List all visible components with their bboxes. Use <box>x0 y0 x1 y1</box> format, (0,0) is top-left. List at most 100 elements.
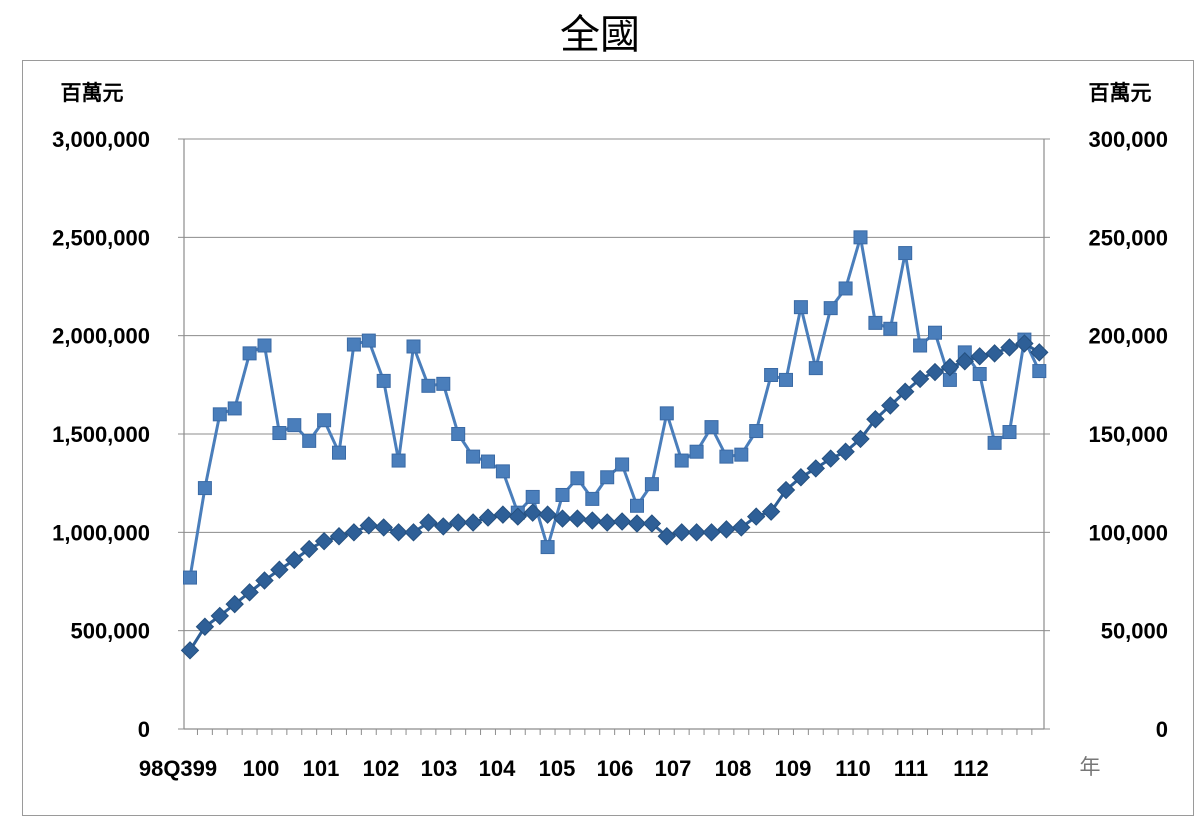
data-point-diamond <box>448 513 468 532</box>
data-point-square <box>704 420 719 435</box>
data-point-square <box>361 333 376 348</box>
data-point-diamond <box>955 352 975 371</box>
data-point-square <box>600 470 615 485</box>
data-point-diamond <box>523 503 542 522</box>
x-tick-label: 98Q399 <box>139 756 217 781</box>
x-tick-label: 109 <box>775 756 812 781</box>
left-axis-unit: 百萬元 <box>61 81 124 105</box>
data-point-square <box>555 487 570 502</box>
data-point-square <box>242 346 257 361</box>
data-point-diamond <box>642 514 662 533</box>
x-tick-label: 103 <box>421 756 458 781</box>
data-point-diamond <box>180 641 200 660</box>
x-tick-label: 111 <box>894 756 928 781</box>
data-point-diamond <box>806 459 826 478</box>
data-point-square <box>838 281 853 296</box>
data-point-square <box>585 491 600 506</box>
x-tick-label: 102 <box>363 756 400 781</box>
data-point-square <box>466 449 481 464</box>
right-y-tick-label: 100,000 <box>1088 520 1168 545</box>
data-point-diamond <box>419 513 438 532</box>
right-y-tick-label: 50,000 <box>1101 619 1168 644</box>
data-point-square <box>689 444 704 459</box>
data-point-diamond <box>791 468 811 487</box>
data-point-square <box>987 435 1002 450</box>
x-tick-label: 104 <box>479 756 516 781</box>
data-point-diamond <box>314 531 334 551</box>
data-point-square <box>227 401 242 416</box>
data-point-diamond <box>717 520 736 539</box>
data-point-square <box>391 453 406 468</box>
data-point-diamond <box>344 523 364 542</box>
gridlines <box>184 138 1044 632</box>
data-point-diamond <box>299 539 319 559</box>
data-point-square <box>272 426 287 441</box>
data-point-diamond <box>732 518 751 537</box>
data-point-diamond <box>493 505 513 524</box>
data-point-diamond <box>255 571 274 590</box>
data-point-diamond <box>404 523 423 542</box>
data-point-diamond <box>612 512 632 531</box>
data-point-diamond <box>895 382 915 401</box>
data-point-square <box>674 453 689 468</box>
left-y-tick-label: 0 <box>138 717 150 742</box>
data-point-diamond <box>240 583 259 602</box>
data-point-diamond <box>761 502 781 521</box>
data-point-diamond <box>597 513 617 532</box>
x-tick-label: 107 <box>655 756 692 781</box>
data-point-square <box>913 338 928 353</box>
data-point-square <box>928 325 942 340</box>
data-point-diamond <box>851 429 870 449</box>
data-point-square <box>615 457 630 472</box>
right-axis-unit: 百萬元 <box>1089 81 1152 105</box>
data-point-diamond <box>985 344 1004 363</box>
data-point-square <box>257 338 272 353</box>
data-point-square <box>883 321 898 336</box>
data-point-diamond <box>270 560 289 579</box>
data-point-diamond <box>389 523 408 542</box>
data-point-square <box>287 418 302 433</box>
left-y-tick-label: 500,000 <box>70 619 150 644</box>
data-point-diamond <box>910 369 930 389</box>
right-y-tick-label: 300,000 <box>1088 127 1168 152</box>
chart-title: 全國 <box>560 12 640 58</box>
data-point-diamond <box>359 516 379 535</box>
x-ticks: 98Q399 100 101 102 103 104 105 106 107 108 109 110 1… <box>139 756 989 781</box>
data-point-square <box>1032 364 1047 379</box>
data-point-square <box>1002 425 1017 440</box>
x-tick-label: 101 <box>303 756 340 781</box>
data-point-square <box>823 301 838 316</box>
right-y-tick-label: 250,000 <box>1088 225 1168 250</box>
data-point-diamond <box>657 527 677 546</box>
data-point-diamond <box>746 507 766 526</box>
data-point-diamond <box>434 517 453 536</box>
data-point-square <box>406 339 421 354</box>
data-point-square <box>808 361 823 376</box>
right-y-tick-label: 0 <box>1156 717 1168 742</box>
data-point-diamond <box>225 594 244 614</box>
data-point-square <box>630 498 644 513</box>
data-point-diamond <box>970 347 989 366</box>
data-point-diamond <box>1000 338 1019 357</box>
data-point-diamond <box>329 527 349 546</box>
data-point-diamond <box>776 480 796 500</box>
data-point-square <box>868 315 883 330</box>
data-point-square <box>972 367 987 382</box>
left-y-ticks: 0 500,000 1,000,000 1,500,000 2,000,000 2,500… <box>52 127 150 742</box>
data-point-square <box>451 427 466 441</box>
data-point-diamond <box>478 508 498 527</box>
data-point-square <box>436 376 451 391</box>
data-point-square <box>332 445 346 460</box>
data-point-diamond <box>672 523 691 542</box>
x-tick-label: 110 <box>835 756 871 781</box>
data-point-diamond <box>374 518 393 537</box>
data-point-diamond <box>881 396 900 415</box>
data-point-square <box>793 300 808 315</box>
data-point-square <box>570 471 585 486</box>
x-tick-label: 105 <box>539 756 576 781</box>
data-point-square <box>719 449 734 464</box>
data-point-diamond <box>568 509 587 528</box>
x-tick-label: 100 <box>243 756 280 781</box>
data-point-square <box>749 424 764 439</box>
data-point-diamond <box>1030 343 1049 362</box>
